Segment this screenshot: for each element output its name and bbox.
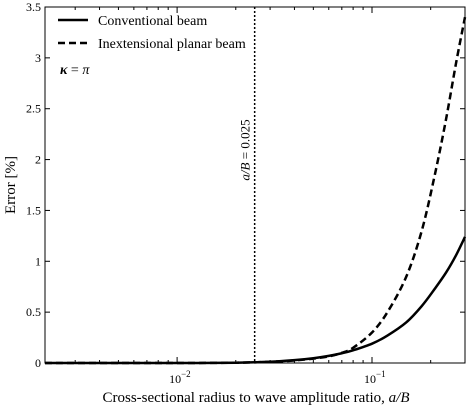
y-tick-label: 0 [35,356,41,370]
y-tick-label: 1.5 [26,203,41,217]
series-line-inextensional [44,16,467,365]
y-tick-label: 0.5 [26,305,41,319]
axis-ticks: 0 0.5 1 1.5 2 2.5 3 3.5 10−2 10−1 [26,0,465,386]
kappa-equals: = [67,63,82,78]
reference-line-group: a/B = 0.025 [238,7,256,363]
y-axis-label: Error [%] [3,156,19,214]
x-axis-label: Cross-sectional radius to wave amplitude… [102,390,409,406]
y-tick-label: 3.5 [26,0,41,14]
kappa-annotation: κ = π [60,63,90,78]
legend: Conventional beam Inextensional planar b… [58,14,246,52]
legend-label-inextensional: Inextensional planar beam [98,37,246,52]
reference-line-label: a/B = 0.025 [238,119,253,180]
kappa-value: π [82,63,90,78]
x-tick-label: 10−2 [169,369,191,386]
y-tick-label: 3 [35,51,41,65]
y-tick-label: 2.5 [26,102,41,116]
series-group [44,16,467,365]
x-tick-label: 10−1 [364,369,386,386]
y-tick-label: 2 [35,153,41,167]
y-tick-label: 1 [35,254,41,268]
kappa-symbol: κ [60,63,68,78]
legend-label-conventional: Conventional beam [98,14,207,29]
